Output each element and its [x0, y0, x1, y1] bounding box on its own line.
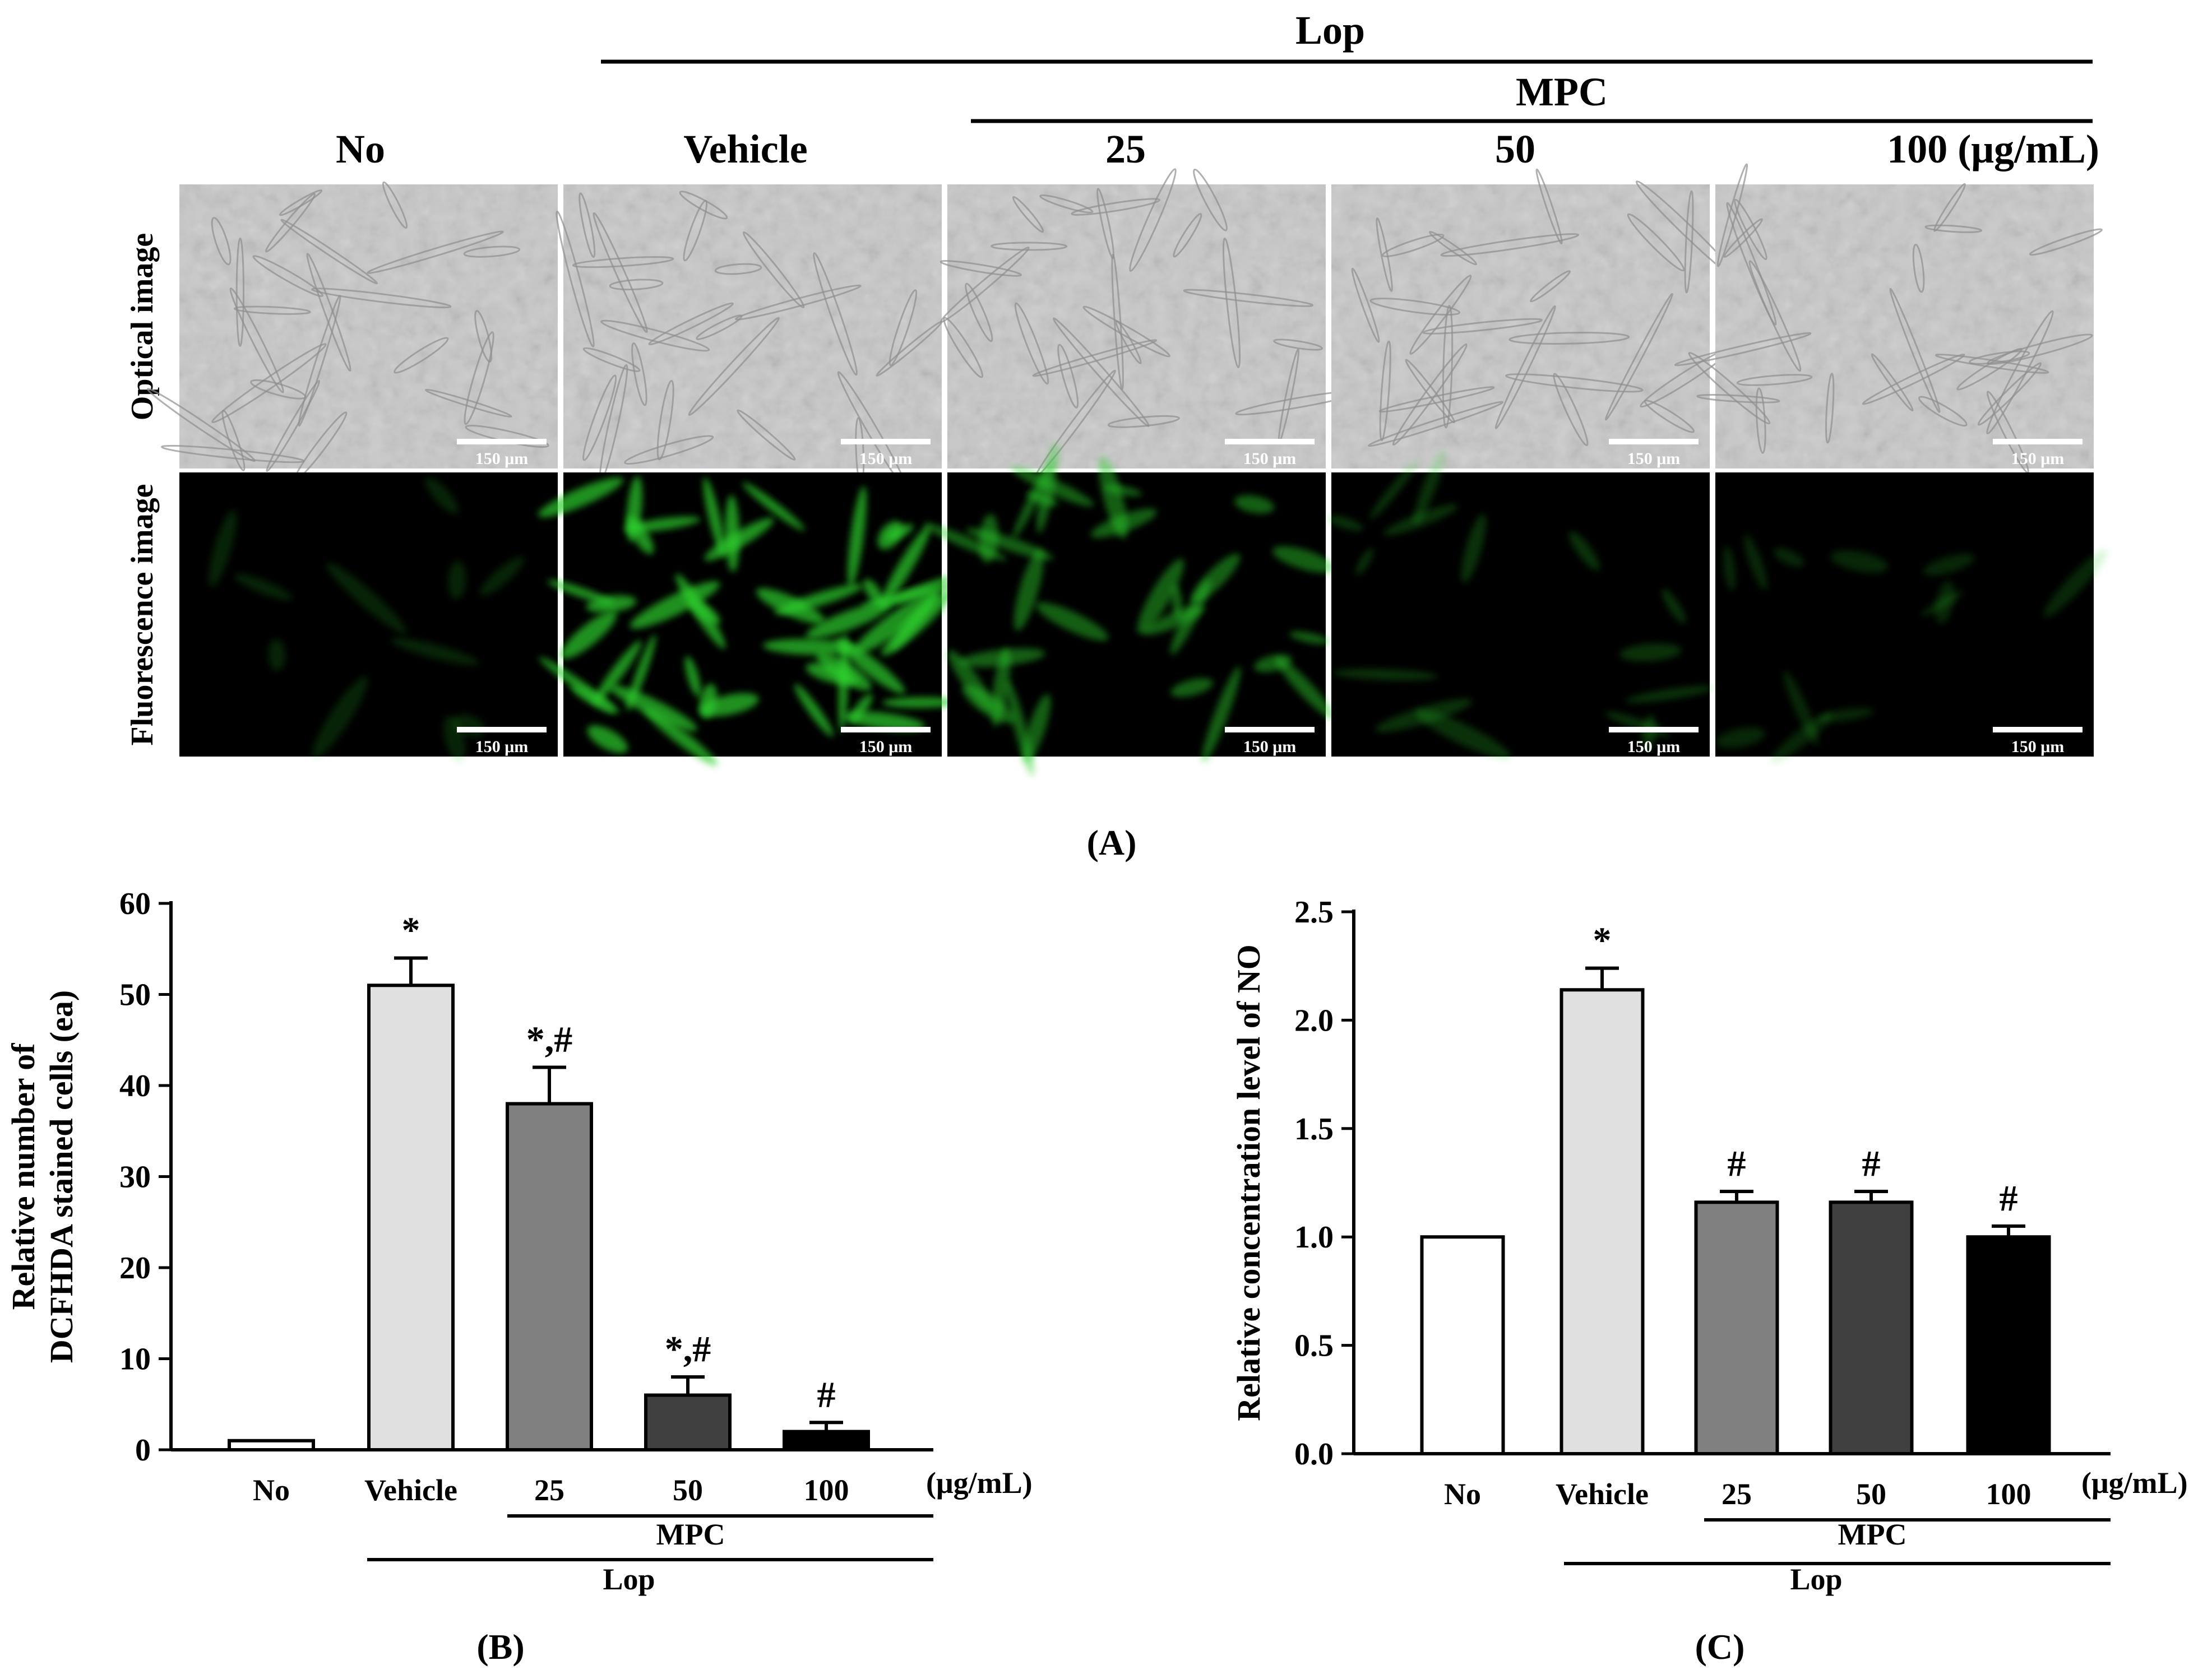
column-label-vehicle: Vehicle — [683, 127, 807, 171]
column-label-25: 25 — [1105, 127, 1146, 171]
optical-image-4: 150 μm — [1674, 163, 2103, 474]
bar-100 — [783, 1430, 870, 1451]
significance-marker: * — [1593, 920, 1612, 961]
significance-marker: *,# — [526, 1019, 573, 1060]
fluorescence-image-1: 150 μm — [538, 472, 959, 766]
x-category-label: 25 — [534, 1473, 564, 1507]
x-category-label: 50 — [673, 1473, 703, 1507]
y-tick-label: 0.5 — [1294, 1329, 1334, 1363]
column-label-100: 100 (μg/mL) — [1887, 127, 2099, 171]
y-tick-label: 20 — [119, 1251, 151, 1286]
y-tick-label: 0.0 — [1294, 1437, 1334, 1472]
scale-bar-label: 150 μm — [1627, 738, 1681, 756]
chart-c-lop-label: Lop — [1790, 1562, 1842, 1596]
significance-marker: # — [1728, 1143, 1746, 1184]
column-label-no: No — [336, 127, 385, 171]
fluorescence-image-4: 150 μm — [1715, 472, 2108, 763]
chart-c-unit-label: (μg/mL) — [2081, 1466, 2188, 1500]
significance-marker: # — [817, 1374, 836, 1415]
chart-b-lop-label: Lop — [603, 1562, 655, 1596]
bar-No — [1420, 1235, 1505, 1455]
optical-image-1: 150 μm — [556, 184, 943, 490]
row-label-optical: Optical image — [125, 233, 160, 420]
x-category-label: 100 — [1986, 1477, 2031, 1511]
scale-bar-label: 150 μm — [2011, 738, 2065, 756]
significance-marker: * — [402, 910, 420, 951]
optical-image-3: 150 μm — [1331, 168, 1739, 469]
optical-image-0: 150 μm — [146, 181, 558, 481]
bar-25 — [1694, 1200, 1779, 1455]
scale-bar-label: 150 μm — [859, 449, 913, 468]
chart-c-panel-label: (C) — [1695, 1627, 1745, 1667]
x-category-label: 25 — [1722, 1477, 1752, 1511]
y-axis-label: Relative concentration level of NO — [1230, 944, 1267, 1421]
scale-bar-label: 150 μm — [475, 738, 529, 756]
y-axis-label: Relative number of — [5, 1043, 41, 1310]
chart-c-mpc-label: MPC — [1838, 1518, 1907, 1551]
y-tick-label: 50 — [119, 978, 151, 1013]
x-category-label: No — [1444, 1477, 1481, 1511]
y-axis-label: DCFHDA stained cells (ea) — [43, 990, 80, 1363]
chart-b: 0 10 20 30 40 50 60 Relative number of DCFHDA st… — [5, 887, 933, 1561]
fluorescence-image-2: 150 μm — [923, 442, 1335, 776]
scale-bar-label: 150 μm — [1627, 449, 1681, 468]
significance-marker: # — [1862, 1143, 1881, 1184]
panel-a: Lop MPC No Vehicle 25 50 100 (μg/mL) Opt… — [125, 8, 2108, 862]
x-category-label: Vehicle — [1556, 1477, 1649, 1511]
bar-No — [228, 1439, 315, 1451]
significance-marker: # — [2000, 1178, 2018, 1219]
significance-marker: *,# — [665, 1329, 711, 1370]
x-category-label: No — [253, 1473, 290, 1507]
bar-Vehicle — [1559, 988, 1645, 1456]
x-category-label: 100 — [804, 1473, 849, 1507]
scale-bar-label: 150 μm — [475, 449, 529, 468]
scale-bar-label: 150 μm — [1243, 738, 1297, 756]
fluorescence-image-0: 150 μm — [179, 472, 558, 762]
row-label-fluorescence: Fluorescence image — [125, 484, 160, 745]
chart-b-mpc-label: MPC — [656, 1518, 725, 1551]
x-category-label: 50 — [1856, 1477, 1886, 1511]
bar-50 — [644, 1393, 732, 1451]
y-tick-label: 2.5 — [1294, 895, 1334, 930]
y-tick-label: 10 — [119, 1342, 151, 1377]
y-tick-label: 2.0 — [1294, 1003, 1334, 1038]
chart-b-unit-label: (μg/mL) — [926, 1466, 1033, 1500]
mpc-header: MPC — [1516, 69, 1608, 114]
y-tick-label: 30 — [119, 1160, 151, 1195]
lop-header: Lop — [1295, 8, 1365, 53]
y-tick-label: 0 — [135, 1433, 151, 1468]
scale-bar-label: 150 μm — [859, 738, 913, 756]
column-label-50: 50 — [1495, 127, 1535, 171]
panel-a-label: (A) — [1087, 823, 1137, 862]
optical-image-2: 150 μm — [940, 168, 1360, 479]
scale-bar-label: 150 μm — [2011, 449, 2065, 468]
x-category-label: Vehicle — [364, 1473, 457, 1507]
chart-b-panel-label: (B) — [476, 1627, 524, 1667]
bar-25 — [506, 1102, 593, 1451]
y-tick-label: 60 — [119, 887, 151, 921]
chart-c: 0.0 0.5 1.0 1.5 2.0 2.5 Relative concentration… — [1230, 895, 2111, 1565]
image-grid: 150 μm 150 μm 150 μm 150 μm 150 μm 150 μm 150 … — [146, 163, 2108, 776]
bar-100 — [1966, 1235, 2051, 1455]
y-tick-label: 1.5 — [1294, 1112, 1334, 1147]
bar-50 — [1829, 1200, 1914, 1455]
fluorescence-image-3: 150 μm — [1327, 450, 1714, 759]
y-tick-label: 40 — [119, 1069, 151, 1103]
y-tick-label: 1.0 — [1294, 1220, 1334, 1255]
scale-bar-label: 150 μm — [1243, 449, 1297, 468]
bar-Vehicle — [367, 984, 455, 1451]
